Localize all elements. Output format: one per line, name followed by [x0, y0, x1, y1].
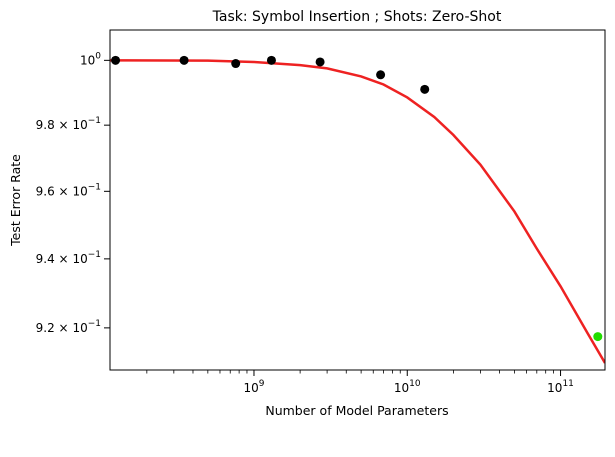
- x-tick-label: 1010: [394, 379, 421, 395]
- data-point: [376, 70, 386, 80]
- y-tick-label: 9.2 × 10−1: [36, 319, 101, 335]
- y-tick-label: 9.4 × 10−1: [36, 250, 101, 266]
- data-point: [593, 332, 603, 342]
- data-point: [179, 55, 189, 65]
- x-axis: 109 1010 1011: [146, 370, 574, 395]
- plot-area: [110, 55, 605, 364]
- plot-frame: [109, 29, 606, 371]
- chart-title: Task: Symbol Insertion ; Shots: Zero-Sho…: [212, 9, 502, 25]
- y-tick-label: 9.8 × 10−1: [36, 116, 101, 132]
- data-point: [315, 57, 325, 67]
- fit-line: [110, 59, 605, 364]
- data-point: [420, 84, 430, 94]
- data-point: [231, 59, 241, 69]
- y-tick-label: 9.6 × 10−1: [36, 182, 101, 198]
- y-axis-label: Test Error Rate: [8, 154, 23, 247]
- x-tick-label: 1011: [547, 379, 574, 395]
- x-axis-label: Number of Model Parameters: [265, 403, 448, 418]
- data-point: [266, 55, 276, 65]
- x-tick-label: 109: [243, 379, 264, 395]
- y-tick-label: 100: [80, 51, 101, 67]
- y-axis: 100 9.8 × 10−1 9.6 × 10−1 9.4 × 10−1 9.2 × 1…: [36, 51, 110, 335]
- data-point: [111, 55, 121, 65]
